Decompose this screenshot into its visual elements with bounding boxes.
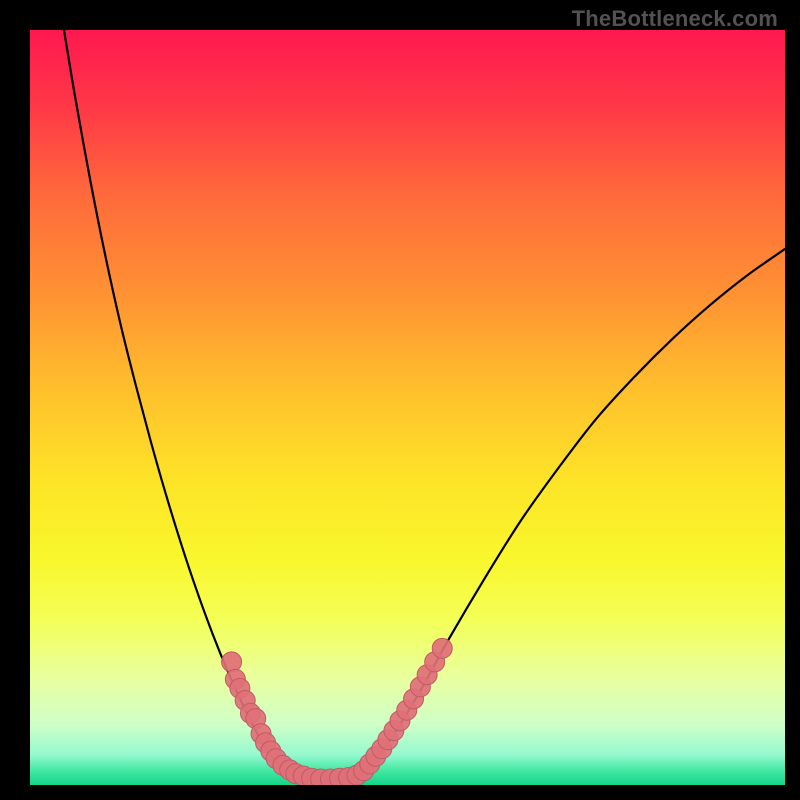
curve-left <box>64 30 298 777</box>
watermark: TheBottleneck.com <box>572 6 778 32</box>
markers-group <box>222 638 453 785</box>
data-marker <box>222 652 242 672</box>
data-marker <box>432 638 452 658</box>
plot-area <box>30 30 785 785</box>
chart-svg <box>30 30 785 785</box>
